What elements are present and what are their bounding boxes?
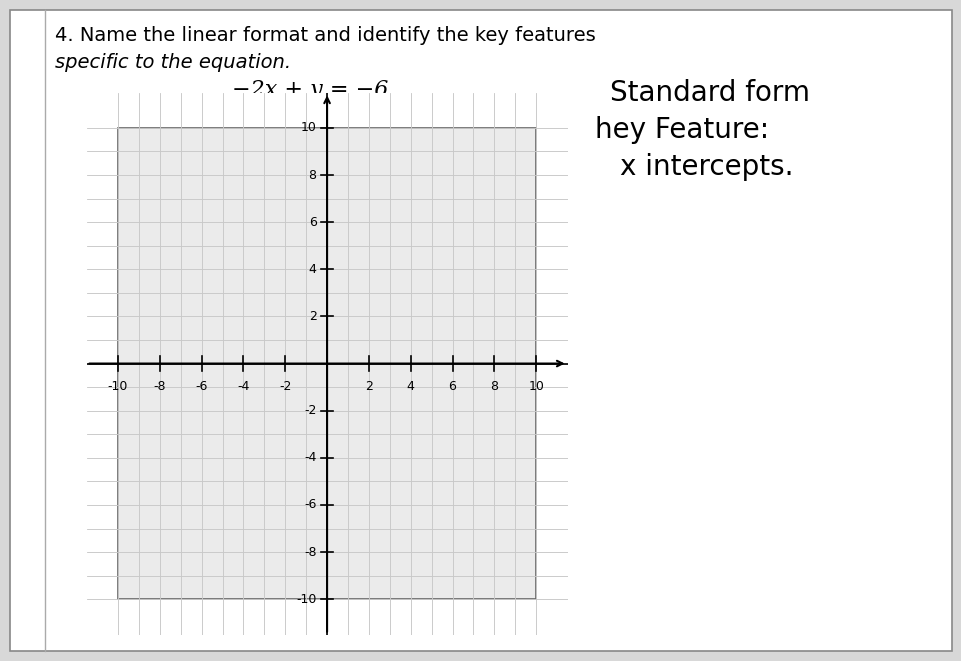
- FancyBboxPatch shape: [10, 10, 951, 651]
- Text: 2: 2: [308, 310, 316, 323]
- Text: 10: 10: [301, 122, 316, 134]
- Text: 6: 6: [448, 380, 456, 393]
- Text: 10: 10: [528, 380, 544, 393]
- Text: -10: -10: [296, 593, 316, 605]
- Text: 8: 8: [490, 380, 498, 393]
- Text: specific to the equation.: specific to the equation.: [55, 53, 291, 72]
- Text: 8: 8: [308, 169, 316, 182]
- Text: -6: -6: [304, 498, 316, 512]
- Text: -2: -2: [279, 380, 291, 393]
- FancyBboxPatch shape: [118, 128, 535, 600]
- Text: hey Feature:: hey Feature:: [595, 116, 769, 144]
- Text: -6: -6: [195, 380, 208, 393]
- Text: -8: -8: [154, 380, 166, 393]
- Text: x intercepts.: x intercepts.: [619, 153, 793, 181]
- Text: 2: 2: [364, 380, 373, 393]
- Text: -4: -4: [237, 380, 249, 393]
- Text: -10: -10: [108, 380, 128, 393]
- Text: −2x + y = −6: −2x + y = −6: [232, 79, 388, 101]
- Text: 6: 6: [308, 215, 316, 229]
- Text: -2: -2: [304, 404, 316, 417]
- Text: -8: -8: [304, 545, 316, 559]
- Text: 4: 4: [308, 263, 316, 276]
- Text: Standard form: Standard form: [609, 79, 809, 107]
- Text: -4: -4: [304, 451, 316, 464]
- Text: 4. Name the linear format and identify the key features: 4. Name the linear format and identify t…: [55, 26, 595, 45]
- Text: 4: 4: [407, 380, 414, 393]
